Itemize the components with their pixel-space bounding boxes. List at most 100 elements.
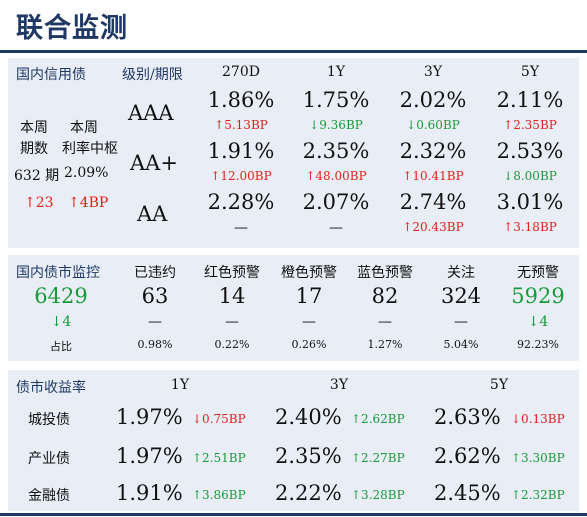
issuance-rate-value: 2.11%	[496, 88, 564, 112]
week-rate-value: 2.09%	[64, 165, 109, 181]
yield-value: 1.97%	[116, 444, 183, 468]
monitor-category-label: 蓝色预警	[357, 265, 413, 281]
yield-change: ↑2.32BP	[511, 488, 565, 502]
yield-tenor-1y: 1Y	[170, 377, 190, 393]
issuance-rate-value: 1.86%	[207, 88, 275, 112]
monitor-category-change: —	[148, 314, 162, 330]
tenor-header-5y: 5Y	[520, 64, 540, 80]
issuance-rate-value: 3.01%	[496, 190, 564, 214]
week-count-change: ↑23	[24, 195, 54, 211]
week-rate-change: ↑4BP	[68, 195, 109, 211]
issuance-rate-value: 2.07%	[302, 190, 370, 214]
tenor-header-1y: 1Y	[326, 64, 346, 80]
week-count-label-2: 期数	[20, 141, 48, 157]
yields-section-label: 债市收益率	[16, 380, 86, 396]
monitor-category-ratio: 92.23%	[517, 338, 559, 351]
issuance-rate-change: ↑2.35BP	[503, 118, 557, 132]
title-rule	[0, 50, 587, 53]
monitor-category-change: —	[454, 314, 468, 330]
tenor-header-3y: 3Y	[423, 64, 443, 80]
week-count-label-1: 本周	[20, 120, 48, 136]
issuance-rate-change: —	[329, 220, 343, 236]
yield-change: ↑2.62BP	[351, 412, 405, 426]
issuance-rate-change: ↑20.43BP	[402, 220, 464, 234]
issuance-rate-change: ↑5.13BP	[214, 118, 268, 132]
monitor-category-count: 63	[141, 284, 169, 308]
monitor-category-ratio: 0.98%	[137, 338, 173, 351]
monitor-panel	[8, 255, 579, 361]
rating-aaa: AAA	[128, 101, 174, 125]
issuance-rate-value: 2.28%	[207, 190, 275, 214]
issuance-rate-change: ↑3.18BP	[503, 220, 557, 234]
yield-change: ↑3.86BP	[192, 488, 246, 502]
monitor-category-change: ↓4	[527, 314, 549, 330]
monitor-category-count: 82	[371, 284, 399, 308]
issuance-rate-change: ↑48.00BP	[305, 169, 367, 183]
monitor-category-count: 17	[295, 284, 323, 308]
monitor-total: 6429	[34, 284, 88, 308]
yield-value: 2.35%	[275, 444, 342, 468]
monitor-category-label: 红色预警	[204, 265, 260, 281]
issuance-rate-value: 2.35%	[302, 139, 370, 163]
monitor-category-label: 无预警	[517, 265, 559, 281]
yield-change: ↓0.13BP	[511, 412, 565, 426]
monitor-category-change: —	[225, 314, 239, 330]
week-count-value: 632 期	[14, 168, 60, 184]
issuance-panel	[8, 58, 579, 248]
monitor-category-count: 5929	[511, 284, 565, 308]
monitor-category-label: 已违约	[134, 265, 176, 281]
issuance-rate-value: 1.75%	[302, 88, 370, 112]
yields-panel	[8, 370, 579, 511]
yield-tenor-5y: 5Y	[489, 377, 509, 393]
monitor-category-change: —	[378, 314, 392, 330]
tenor-header-270d: 270D	[222, 64, 260, 80]
issuance-rate-change: —	[234, 220, 248, 236]
yield-row-label: 城投债	[28, 412, 70, 428]
monitor-category-ratio: 1.27%	[367, 338, 403, 351]
yield-value: 1.97%	[116, 405, 183, 429]
issuance-rate-change: ↑10.41BP	[402, 169, 464, 183]
monitor-category-label: 橙色预警	[281, 265, 337, 281]
page-title: 联合监测	[16, 13, 128, 44]
yield-change: ↑3.28BP	[351, 488, 405, 502]
monitor-section-label: 国内债市监控	[16, 265, 100, 281]
monitor-category-count: 324	[440, 284, 482, 308]
issuance-rate-value: 2.32%	[399, 139, 467, 163]
issuance-rate-change: ↑12.00BP	[210, 169, 272, 183]
yield-value: 1.91%	[116, 481, 183, 505]
yield-row-label: 金融债	[28, 488, 70, 504]
rating-aa-plus: AA+	[130, 151, 178, 175]
yield-row-label: 产业债	[28, 451, 70, 467]
monitor-category-change: —	[302, 314, 316, 330]
yield-change: ↑3.30BP	[511, 451, 565, 465]
issuance-rate-value: 2.53%	[496, 139, 564, 163]
week-rate-label-2: 利率中枢	[62, 141, 118, 157]
issuance-rate-change: ↓8.00BP	[503, 169, 557, 183]
issuance-rate-change: ↓9.36BP	[309, 118, 363, 132]
yield-value: 2.40%	[275, 405, 342, 429]
yield-change: ↓0.75BP	[192, 412, 246, 426]
issuance-section-label: 国内信用债	[16, 67, 86, 83]
monitor-category-count: 14	[218, 284, 246, 308]
monitor-category-ratio: 0.26%	[291, 338, 327, 351]
issuance-rate-value: 2.74%	[399, 190, 467, 214]
yield-change: ↑2.51BP	[192, 451, 246, 465]
monitor-total-change: ↓4	[50, 314, 72, 330]
yield-value: 2.62%	[434, 444, 501, 468]
monitor-category-ratio: 5.04%	[443, 338, 479, 351]
issuance-rate-change: ↓0.60BP	[406, 118, 460, 132]
bottom-rule	[0, 513, 587, 516]
issuance-rate-value: 1.91%	[207, 139, 275, 163]
week-rate-label-1: 本周	[70, 120, 98, 136]
monitor-category-ratio: 0.22%	[214, 338, 250, 351]
yield-value: 2.63%	[434, 405, 501, 429]
rating-header: 级别/期限	[122, 67, 183, 83]
issuance-rate-value: 2.02%	[399, 88, 467, 112]
yield-tenor-3y: 3Y	[329, 377, 349, 393]
monitor-category-label: 关注	[447, 265, 475, 281]
yield-value: 2.45%	[434, 481, 501, 505]
rating-aa: AA	[137, 202, 168, 226]
monitor-ratio-label: 占比	[50, 340, 72, 353]
yield-value: 2.22%	[275, 481, 342, 505]
yield-change: ↑2.27BP	[351, 451, 405, 465]
